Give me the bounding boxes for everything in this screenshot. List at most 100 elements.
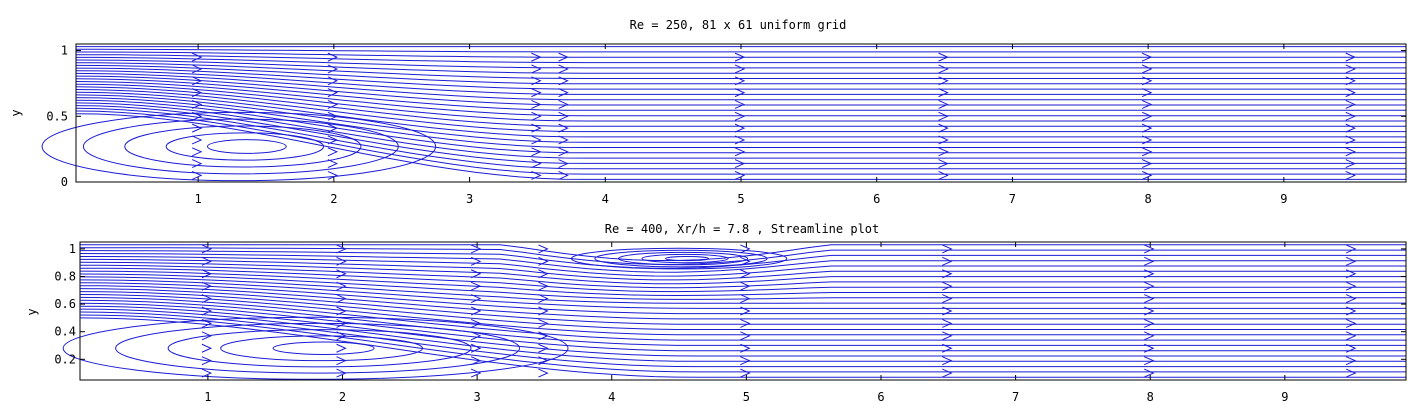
flow-arrow bbox=[201, 269, 213, 279]
flow-arrow bbox=[1345, 244, 1357, 254]
flow-arrow bbox=[327, 88, 339, 98]
x-tick-label: 9 bbox=[1281, 390, 1288, 404]
flow-arrow bbox=[1345, 343, 1357, 353]
streamline bbox=[79, 273, 1406, 300]
flow-arrow bbox=[336, 331, 347, 341]
y-tick-label: 0.6 bbox=[54, 297, 76, 311]
x-tick-label: 5 bbox=[743, 390, 750, 404]
flow-arrow bbox=[336, 244, 347, 254]
x-tick-label: 7 bbox=[1012, 390, 1019, 404]
x-tick-label: 6 bbox=[873, 192, 880, 206]
flow-arrow bbox=[201, 318, 213, 328]
panel-bottom: Re = 400, Xr/h = 7.8 , Streamline plot 1… bbox=[25, 222, 1407, 404]
x-tick-label: 9 bbox=[1280, 192, 1287, 206]
recirculation-streamline bbox=[41, 111, 437, 182]
flow-arrow bbox=[942, 244, 953, 254]
flow-arrow bbox=[1141, 64, 1153, 74]
flow-arrow bbox=[191, 76, 203, 86]
flow-arrow bbox=[336, 306, 347, 316]
chart-title-bottom: Re = 400, Xr/h = 7.8 , Streamline plot bbox=[605, 222, 880, 236]
y-axis-label-top: y bbox=[9, 109, 23, 116]
flow-arrow bbox=[558, 76, 569, 86]
y-tick-label: 0 bbox=[61, 175, 68, 189]
streamline bbox=[80, 256, 1406, 277]
flow-arrow bbox=[558, 123, 569, 133]
streamline bbox=[75, 105, 1406, 164]
streamline bbox=[79, 291, 1406, 330]
flow-arrow bbox=[734, 170, 746, 180]
streamline bbox=[76, 48, 1406, 53]
flow-arrow bbox=[201, 244, 213, 254]
recirculation-streamline bbox=[641, 253, 729, 264]
x-tick-label: 1 bbox=[204, 390, 211, 404]
streamline bbox=[75, 81, 1406, 117]
flow-arrow bbox=[938, 123, 949, 133]
streamline bbox=[75, 75, 1406, 106]
flow-arrow bbox=[538, 318, 549, 328]
flow-arrow bbox=[740, 256, 751, 266]
recirculation-streamline bbox=[115, 322, 521, 374]
streamline bbox=[75, 62, 1406, 79]
y-ticks-bottom: 0.2 0.4 0.6 0.8 1 bbox=[54, 242, 1406, 366]
flow-arrow bbox=[734, 76, 746, 86]
flow-arrow bbox=[470, 331, 482, 341]
flow-arrow bbox=[1345, 281, 1357, 291]
streamline bbox=[75, 94, 1406, 143]
flow-arrow bbox=[531, 111, 542, 121]
flow-arrow bbox=[191, 159, 203, 169]
panel-top: Re = 250, 81 x 61 uniform grid 1 2 3 4 5 6 7 8 9… bbox=[9, 18, 1407, 206]
flow-arrow bbox=[327, 111, 339, 121]
flow-arrow bbox=[734, 135, 746, 145]
flow-arrow bbox=[938, 76, 949, 86]
flow-arrow bbox=[470, 256, 482, 266]
flow-arrow bbox=[336, 294, 347, 304]
flow-arrow bbox=[734, 111, 746, 121]
flow-arrow bbox=[531, 135, 542, 145]
flow-arrow bbox=[327, 64, 339, 74]
flow-arrow bbox=[938, 64, 949, 74]
y-tick-label: 1 bbox=[69, 242, 76, 256]
flow-arrow bbox=[942, 281, 953, 291]
flow-arrow bbox=[1141, 52, 1153, 62]
flow-arrow bbox=[1345, 147, 1356, 157]
x-tick-label: 1 bbox=[195, 192, 202, 206]
flow-arrow bbox=[942, 331, 953, 341]
flow-arrow bbox=[470, 281, 482, 291]
flow-arrow bbox=[734, 147, 746, 157]
flow-arrow bbox=[1345, 88, 1356, 98]
x-tick-label: 3 bbox=[466, 192, 473, 206]
flow-arrow bbox=[191, 147, 203, 157]
streamline bbox=[75, 107, 1406, 170]
streamline bbox=[79, 305, 1406, 357]
streamline bbox=[79, 314, 1406, 373]
flow-arrow bbox=[538, 269, 549, 279]
streamline bbox=[80, 244, 1406, 261]
flow-arrow bbox=[1144, 256, 1155, 266]
flow-arrow bbox=[1144, 331, 1155, 341]
flow-arrow bbox=[191, 135, 203, 145]
flow-arrow bbox=[740, 331, 751, 341]
flow-arrow bbox=[531, 76, 542, 86]
streamline bbox=[80, 267, 1406, 293]
flow-arrow bbox=[942, 318, 953, 328]
flow-arrow bbox=[1345, 368, 1357, 378]
x-ticks-bottom: 1 2 3 4 5 6 7 8 9 bbox=[204, 242, 1288, 404]
streamline bbox=[79, 308, 1406, 362]
x-tick-label: 4 bbox=[602, 192, 609, 206]
flow-arrow bbox=[1345, 76, 1356, 86]
flow-arrow bbox=[734, 88, 746, 98]
flow-arrow bbox=[1144, 281, 1155, 291]
flow-arrow bbox=[336, 368, 347, 378]
y-tick-label: 0.8 bbox=[54, 270, 76, 284]
flow-arrow bbox=[531, 100, 542, 109]
x-tick-label: 3 bbox=[474, 390, 481, 404]
flow-arrow bbox=[1345, 52, 1356, 62]
streamline bbox=[76, 51, 1406, 58]
streamline bbox=[75, 59, 1406, 74]
flow-arrow bbox=[1345, 170, 1356, 180]
flow-arrow bbox=[538, 294, 549, 304]
flow-arrow bbox=[327, 100, 339, 109]
flow-arrow bbox=[470, 368, 482, 378]
recirculation-streamline bbox=[167, 329, 472, 368]
flow-arrow bbox=[938, 147, 949, 157]
